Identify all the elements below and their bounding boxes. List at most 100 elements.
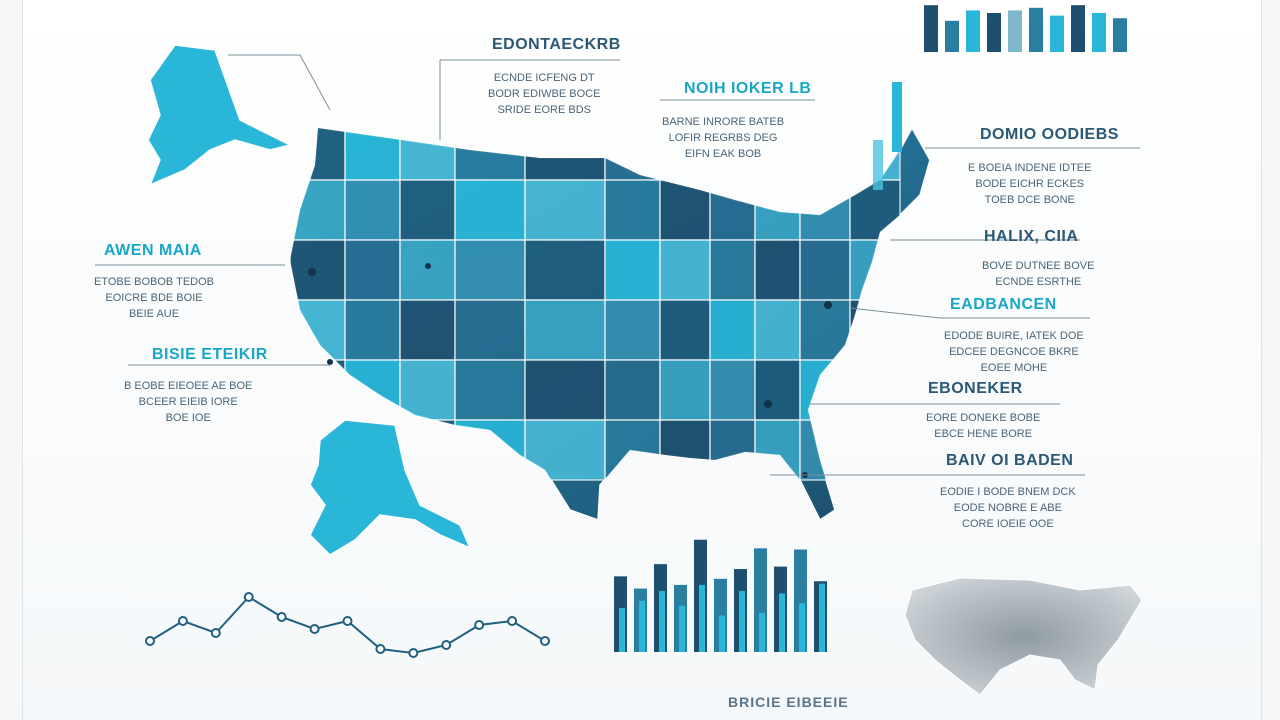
top-bar <box>1029 7 1043 53</box>
city-marker <box>764 400 772 408</box>
line-point <box>375 644 386 654</box>
state-region <box>399 359 456 421</box>
city-marker <box>425 263 431 269</box>
bottom-bar-overlay <box>719 615 725 652</box>
state-region <box>399 239 456 301</box>
callout-body: E BOEIA INDENE IDTEE BODE EICHR ECKES TO… <box>968 162 1092 206</box>
top-bar <box>945 20 959 52</box>
state-region <box>524 239 606 301</box>
leader-lines <box>95 54 1140 476</box>
bottom-bar-overlay <box>639 600 645 652</box>
top-bar-chart <box>924 5 1127 53</box>
state-region <box>799 179 851 241</box>
bottom-bar-overlay <box>679 605 685 652</box>
line-point <box>276 612 287 622</box>
city-marker <box>824 301 832 309</box>
state-region <box>604 179 661 241</box>
state-region <box>849 359 901 421</box>
top-bar <box>1008 10 1022 52</box>
callout-title: HALIX, CIIA <box>984 228 1079 245</box>
callout-body: EDODE BUIRE, IATEK DOE EDCEE DEGNCOE BKR… <box>944 330 1084 374</box>
bottom-bar-overlay <box>699 584 705 652</box>
callout-title: EDONTAECKRB <box>492 36 621 53</box>
alaska-shape-bottom <box>309 419 472 556</box>
state-region <box>344 359 401 421</box>
line-point <box>540 636 550 646</box>
state-region <box>290 239 346 301</box>
line-point <box>441 640 452 650</box>
state-region <box>604 239 661 301</box>
state-region <box>799 239 851 301</box>
callout-body: BOVE DUTNEE BOVE ECNDE ESRTHE <box>982 260 1095 288</box>
state-region <box>799 128 851 181</box>
state-region <box>454 299 526 361</box>
callout-title: BAIV OI BADEN <box>946 452 1074 469</box>
state-region <box>399 419 456 481</box>
callout-body: B EOBE EIEOEE AE BOE BCEER EIEIB IORE BO… <box>124 380 253 424</box>
callout-title: AWEN MAIA <box>104 242 202 259</box>
state-region <box>290 359 346 421</box>
state-region <box>524 359 606 421</box>
callout-body: ETOBE BOBOB TEDOB EOICRE BDE BOIE BEIE A… <box>94 276 215 320</box>
bottom-bar-chart <box>614 539 827 652</box>
state-region <box>709 179 756 241</box>
line-point <box>309 624 320 634</box>
line-point <box>507 616 518 626</box>
top-bar <box>1113 18 1127 52</box>
footer-label: BRICIE EIBEEIE <box>728 694 849 710</box>
callout-title: DOMIO OODIEBS <box>980 126 1119 143</box>
top-bar <box>1050 15 1064 53</box>
callout-body: EORE DONEKE BOBE EBCE HENE BORE <box>926 412 1041 440</box>
bottom-bar-overlay <box>759 612 765 652</box>
bottom-bar-overlay <box>819 583 825 652</box>
state-region <box>754 299 801 361</box>
state-region <box>524 128 606 181</box>
top-bar <box>1071 5 1085 52</box>
callout-body: BARNE INRORE BATEB LOFIR REGRBS DEG EIFN… <box>662 116 785 160</box>
state-region <box>344 299 401 361</box>
state-region <box>659 359 711 421</box>
line-point <box>408 648 419 658</box>
state-region <box>799 419 851 481</box>
callout-title: NOIH IOKER LB <box>684 80 812 97</box>
state-region <box>709 359 756 421</box>
state-region <box>604 299 661 361</box>
top-bar <box>987 13 1001 52</box>
state-region <box>754 179 801 241</box>
line-point <box>145 636 155 646</box>
line-point <box>210 628 221 638</box>
state-region <box>799 299 851 361</box>
state-region <box>754 359 801 421</box>
state-region <box>754 419 801 481</box>
state-region <box>454 128 526 181</box>
state-region <box>659 299 711 361</box>
line-point <box>342 616 353 626</box>
bottom-bar-overlay <box>619 608 625 652</box>
callout-body: EODIE I BODE BNEM DCK EODE NOBRE E ABE C… <box>940 486 1076 530</box>
callout-title: EADBANCEN <box>950 296 1057 313</box>
line-chart <box>145 592 550 658</box>
state-region <box>709 299 756 361</box>
state-region <box>290 179 346 241</box>
accent-bar <box>873 140 883 190</box>
state-region <box>524 419 606 481</box>
state-region <box>454 239 526 301</box>
state-region <box>454 359 526 421</box>
state-region <box>709 419 756 481</box>
state-region <box>290 299 346 361</box>
line-point <box>474 620 485 630</box>
state-region <box>799 359 851 421</box>
state-region <box>604 419 661 481</box>
callout-title: EBONEKER <box>928 380 1023 397</box>
state-region <box>454 419 526 481</box>
gray-us-map <box>904 577 1143 696</box>
accent-bar <box>892 82 902 152</box>
line-point <box>177 616 188 626</box>
state-region <box>659 179 711 241</box>
state-region <box>399 299 456 361</box>
bottom-bar-overlay <box>659 591 665 652</box>
state-region <box>399 128 456 181</box>
state-region <box>849 239 901 301</box>
state-region <box>524 299 606 361</box>
state-region <box>344 128 401 181</box>
